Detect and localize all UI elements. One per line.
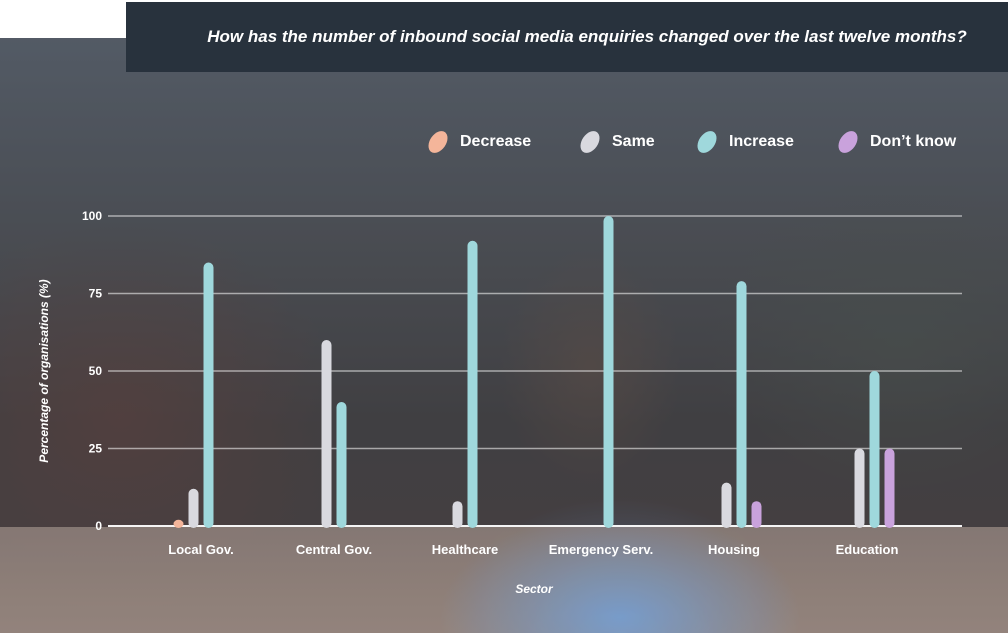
bar-local-gov-decrease — [173, 519, 184, 528]
bar-emergency-serv-increase — [603, 216, 614, 528]
y-axis-title: Percentage of organisations (%) — [37, 279, 51, 462]
bar-local-gov-increase — [203, 262, 214, 528]
chart-title: How has the number of inbound social med… — [207, 27, 967, 46]
legend-label-increase: Increase — [729, 133, 794, 150]
chart-legend: Decrease Same Increase Don’t know — [424, 127, 990, 158]
y-tick-label-25: 25 — [89, 442, 103, 456]
bar-housing-same — [721, 482, 732, 528]
legend-label-decrease: Decrease — [460, 133, 532, 150]
y-tick-label-50: 50 — [89, 364, 103, 378]
bar-healthcare-same — [452, 501, 463, 528]
bar-central-gov-same — [321, 340, 332, 528]
legend-item-decrease: Decrease — [424, 127, 532, 157]
x-category-label: Emergency Serv. — [549, 542, 654, 557]
x-category-label: Education — [836, 542, 899, 557]
legend-item-same: Same — [576, 127, 655, 157]
legend-item-increase: Increase — [693, 127, 794, 157]
title-banner: How has the number of inbound social med… — [126, 2, 1008, 72]
legend-item-dont-know: Don’t know — [834, 127, 957, 157]
x-category-label: Central Gov. — [296, 542, 372, 557]
x-category-label: Healthcare — [432, 542, 498, 557]
background-photo-lower — [0, 527, 1008, 633]
bar-local-gov-same — [188, 488, 199, 528]
legend-label-dont-know: Don’t know — [870, 133, 957, 150]
legend-label-same: Same — [612, 133, 655, 150]
bar-housing-increase — [736, 281, 747, 528]
bar-education-don-t-know — [884, 448, 895, 528]
y-tick-label-100: 100 — [82, 209, 102, 223]
y-tick-label-75: 75 — [89, 287, 103, 301]
x-category-label: Housing — [708, 542, 760, 557]
y-tick-label-0: 0 — [95, 519, 102, 533]
bar-healthcare-increase — [467, 240, 478, 529]
bar-education-same — [854, 448, 865, 528]
bar-education-increase — [869, 371, 880, 528]
x-axis-title: Sector — [515, 582, 554, 596]
background-overlay — [0, 38, 1008, 527]
bar-central-gov-increase — [336, 402, 347, 528]
bar-housing-don-t-know — [751, 501, 762, 528]
x-category-label: Local Gov. — [168, 542, 234, 557]
